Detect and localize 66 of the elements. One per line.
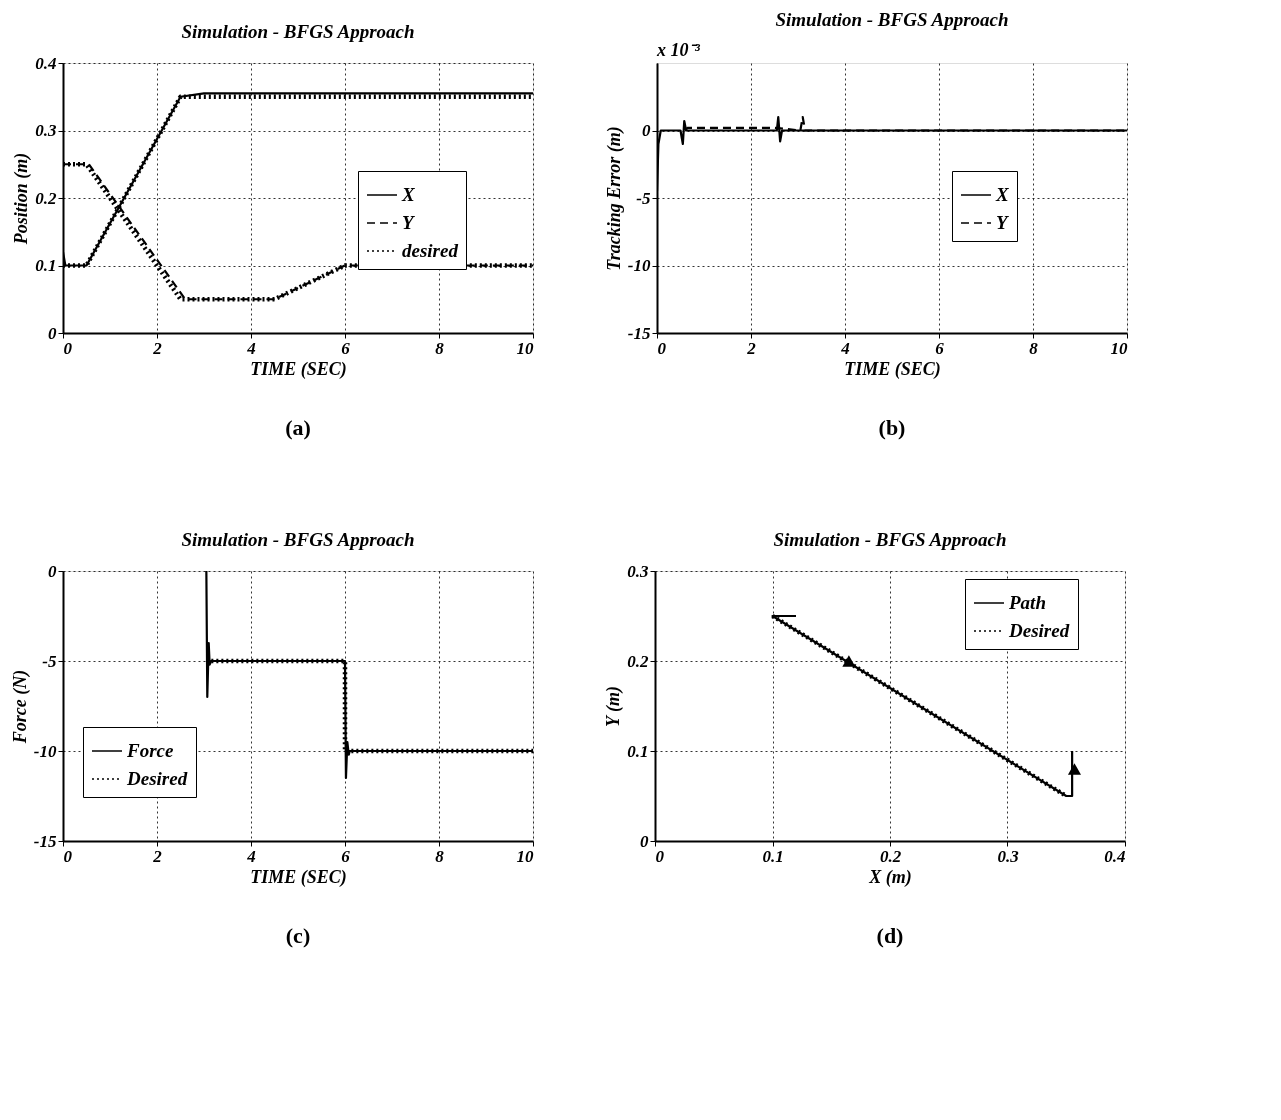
y-tick-label: -15	[627, 323, 651, 343]
legend-label: desired	[402, 240, 459, 261]
x-tick-label: 8	[1029, 338, 1039, 358]
x-tick-label: 6	[341, 338, 351, 358]
legend-label: Path	[1008, 592, 1046, 613]
x-tick-label: 0	[63, 338, 73, 358]
y-tick-label: 0.2	[627, 651, 649, 671]
x-tick-label: 4	[246, 846, 256, 866]
y-tick-label: 0.4	[35, 53, 57, 73]
legend-label: X	[995, 184, 1010, 205]
x-tick-label: 8	[435, 338, 445, 358]
x-tick-label: 0	[655, 846, 665, 866]
y-tick-label: 0	[48, 323, 57, 343]
y-tick-label: 0	[640, 831, 649, 851]
x-tick-label: 2	[152, 846, 163, 866]
y-tick-label: -15	[33, 831, 57, 851]
x-tick-label: 0.1	[762, 846, 784, 866]
legend-label: Y	[402, 212, 416, 233]
x-axis-title: X (m)	[868, 866, 912, 888]
x-tick-label: 6	[341, 846, 351, 866]
y-axis-title: Tracking Error (m)	[603, 126, 625, 271]
y-tick-label: 0.1	[627, 741, 649, 761]
legend-label: X	[401, 184, 416, 205]
text: (d)	[876, 923, 904, 948]
y-tick-label: 0	[642, 121, 651, 140]
x-tick-label: 4	[840, 338, 850, 358]
x-tick-label: 10	[516, 846, 534, 866]
text: x 10⁻³	[656, 40, 701, 60]
text: (a)	[285, 415, 311, 440]
y-tick-label: 0	[48, 561, 57, 581]
chart-title: Simulation - BFGS Approach	[181, 529, 415, 550]
x-tick-label: 0	[657, 338, 667, 358]
x-tick-label: 6	[935, 338, 945, 358]
y-tick-label: 0.3	[35, 121, 57, 140]
x-tick-label: 8	[435, 846, 445, 866]
y-axis-title: Force (N)	[9, 669, 31, 745]
legend-label: Y	[996, 212, 1010, 233]
chart-title: Simulation - BFGS Approach	[181, 21, 415, 42]
y-axis-title: Position (m)	[11, 152, 33, 246]
x-tick-label: 10	[516, 338, 534, 358]
y-tick-label: 0.2	[35, 188, 57, 208]
y-tick-label: -10	[33, 741, 57, 761]
y-tick-label: -10	[627, 256, 651, 275]
x-axis-title: TIME (SEC)	[844, 358, 941, 380]
y-tick-label: -5	[42, 651, 57, 671]
x-tick-label: 10	[1110, 338, 1128, 358]
x-tick-label: 0.2	[879, 846, 902, 866]
chart-title: Simulation - BFGS Approach	[775, 9, 1009, 30]
x-tick-label: 0.4	[1104, 846, 1126, 866]
legend-label: Desired	[1008, 620, 1070, 641]
y-tick-label: 0.3	[627, 561, 649, 581]
x-tick-label: 4	[246, 338, 256, 358]
x-axis-title: TIME (SEC)	[250, 358, 347, 380]
y-tick-label: -5	[636, 188, 651, 208]
legend-label: Force	[126, 740, 174, 761]
x-tick-label: 2	[746, 338, 757, 358]
x-tick-label: 0.3	[997, 846, 1020, 866]
legend-label: Desired	[126, 768, 188, 789]
x-tick-label: 0	[63, 846, 73, 866]
text: (c)	[285, 923, 311, 948]
y-tick-label: 0.1	[35, 256, 57, 275]
y-axis-title: Y (m)	[603, 686, 625, 727]
text: (b)	[878, 415, 906, 440]
chart-title: Simulation - BFGS Approach	[773, 529, 1007, 550]
x-axis-title: TIME (SEC)	[250, 866, 347, 888]
x-tick-label: 2	[152, 338, 163, 358]
